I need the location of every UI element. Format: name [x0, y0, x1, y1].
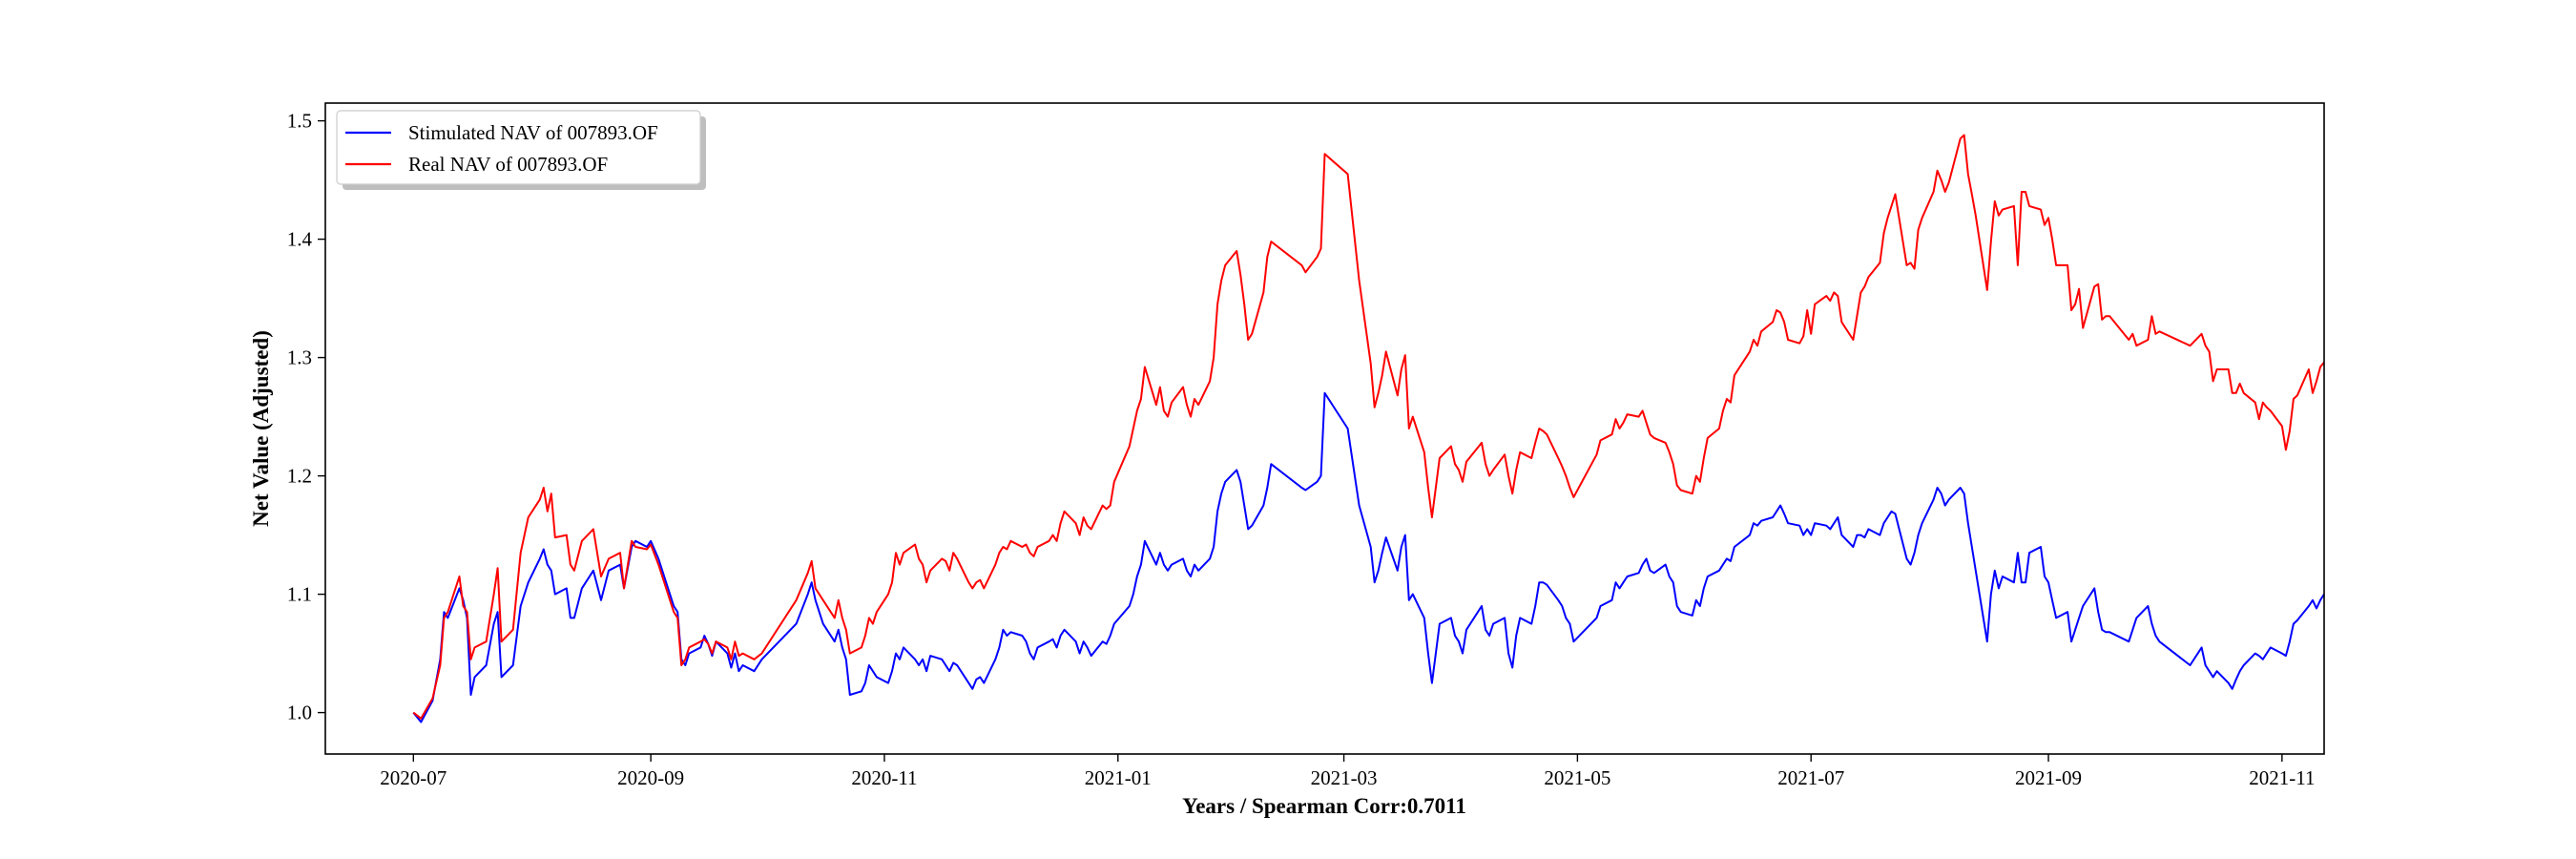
x-axis-label: Years / Spearman Corr:0.7011 — [1182, 794, 1466, 818]
x-tick-label: 2020-07 — [380, 766, 447, 789]
x-tick-label: 2020-09 — [617, 766, 684, 789]
y-tick-label: 1.2 — [287, 465, 312, 488]
y-tick-label: 1.3 — [287, 346, 312, 369]
legend-box — [336, 110, 701, 185]
y-tick-label: 1.0 — [287, 702, 312, 724]
legend-label-stimulated: Stimulated NAV of 007893.OF — [408, 121, 658, 144]
y-tick-label: 1.1 — [287, 583, 312, 606]
x-tick-label: 2021-03 — [1311, 766, 1378, 789]
series-line-real — [412, 134, 2325, 720]
x-tick-label: 2020-11 — [851, 766, 917, 789]
legend-label-real: Real NAV of 007893.OF — [408, 153, 608, 176]
y-axis: 1.0 1.1 1.2 1.3 1.4 1.5 — [287, 110, 325, 724]
x-tick-label: 2021-01 — [1085, 766, 1152, 789]
y-axis-label: Net Value (Adjusted) — [249, 330, 273, 527]
y-tick-label: 1.4 — [287, 228, 313, 251]
plot-frame — [324, 102, 2325, 755]
x-axis: 2020-07 2020-09 2020-11 2021-01 2021-03 2021-… — [380, 754, 2315, 789]
x-tick-label: 2021-11 — [2249, 766, 2315, 789]
x-tick-label: 2021-09 — [2015, 766, 2082, 789]
y-tick-label: 1.5 — [287, 110, 312, 133]
x-tick-label: 2021-07 — [1777, 766, 1844, 789]
series-line-stimulated — [412, 391, 2325, 723]
series-layer — [412, 134, 2325, 723]
x-tick-label: 2021-05 — [1544, 766, 1610, 789]
legend: Stimulated NAV of 007893.OF Real NAV of … — [336, 110, 706, 190]
